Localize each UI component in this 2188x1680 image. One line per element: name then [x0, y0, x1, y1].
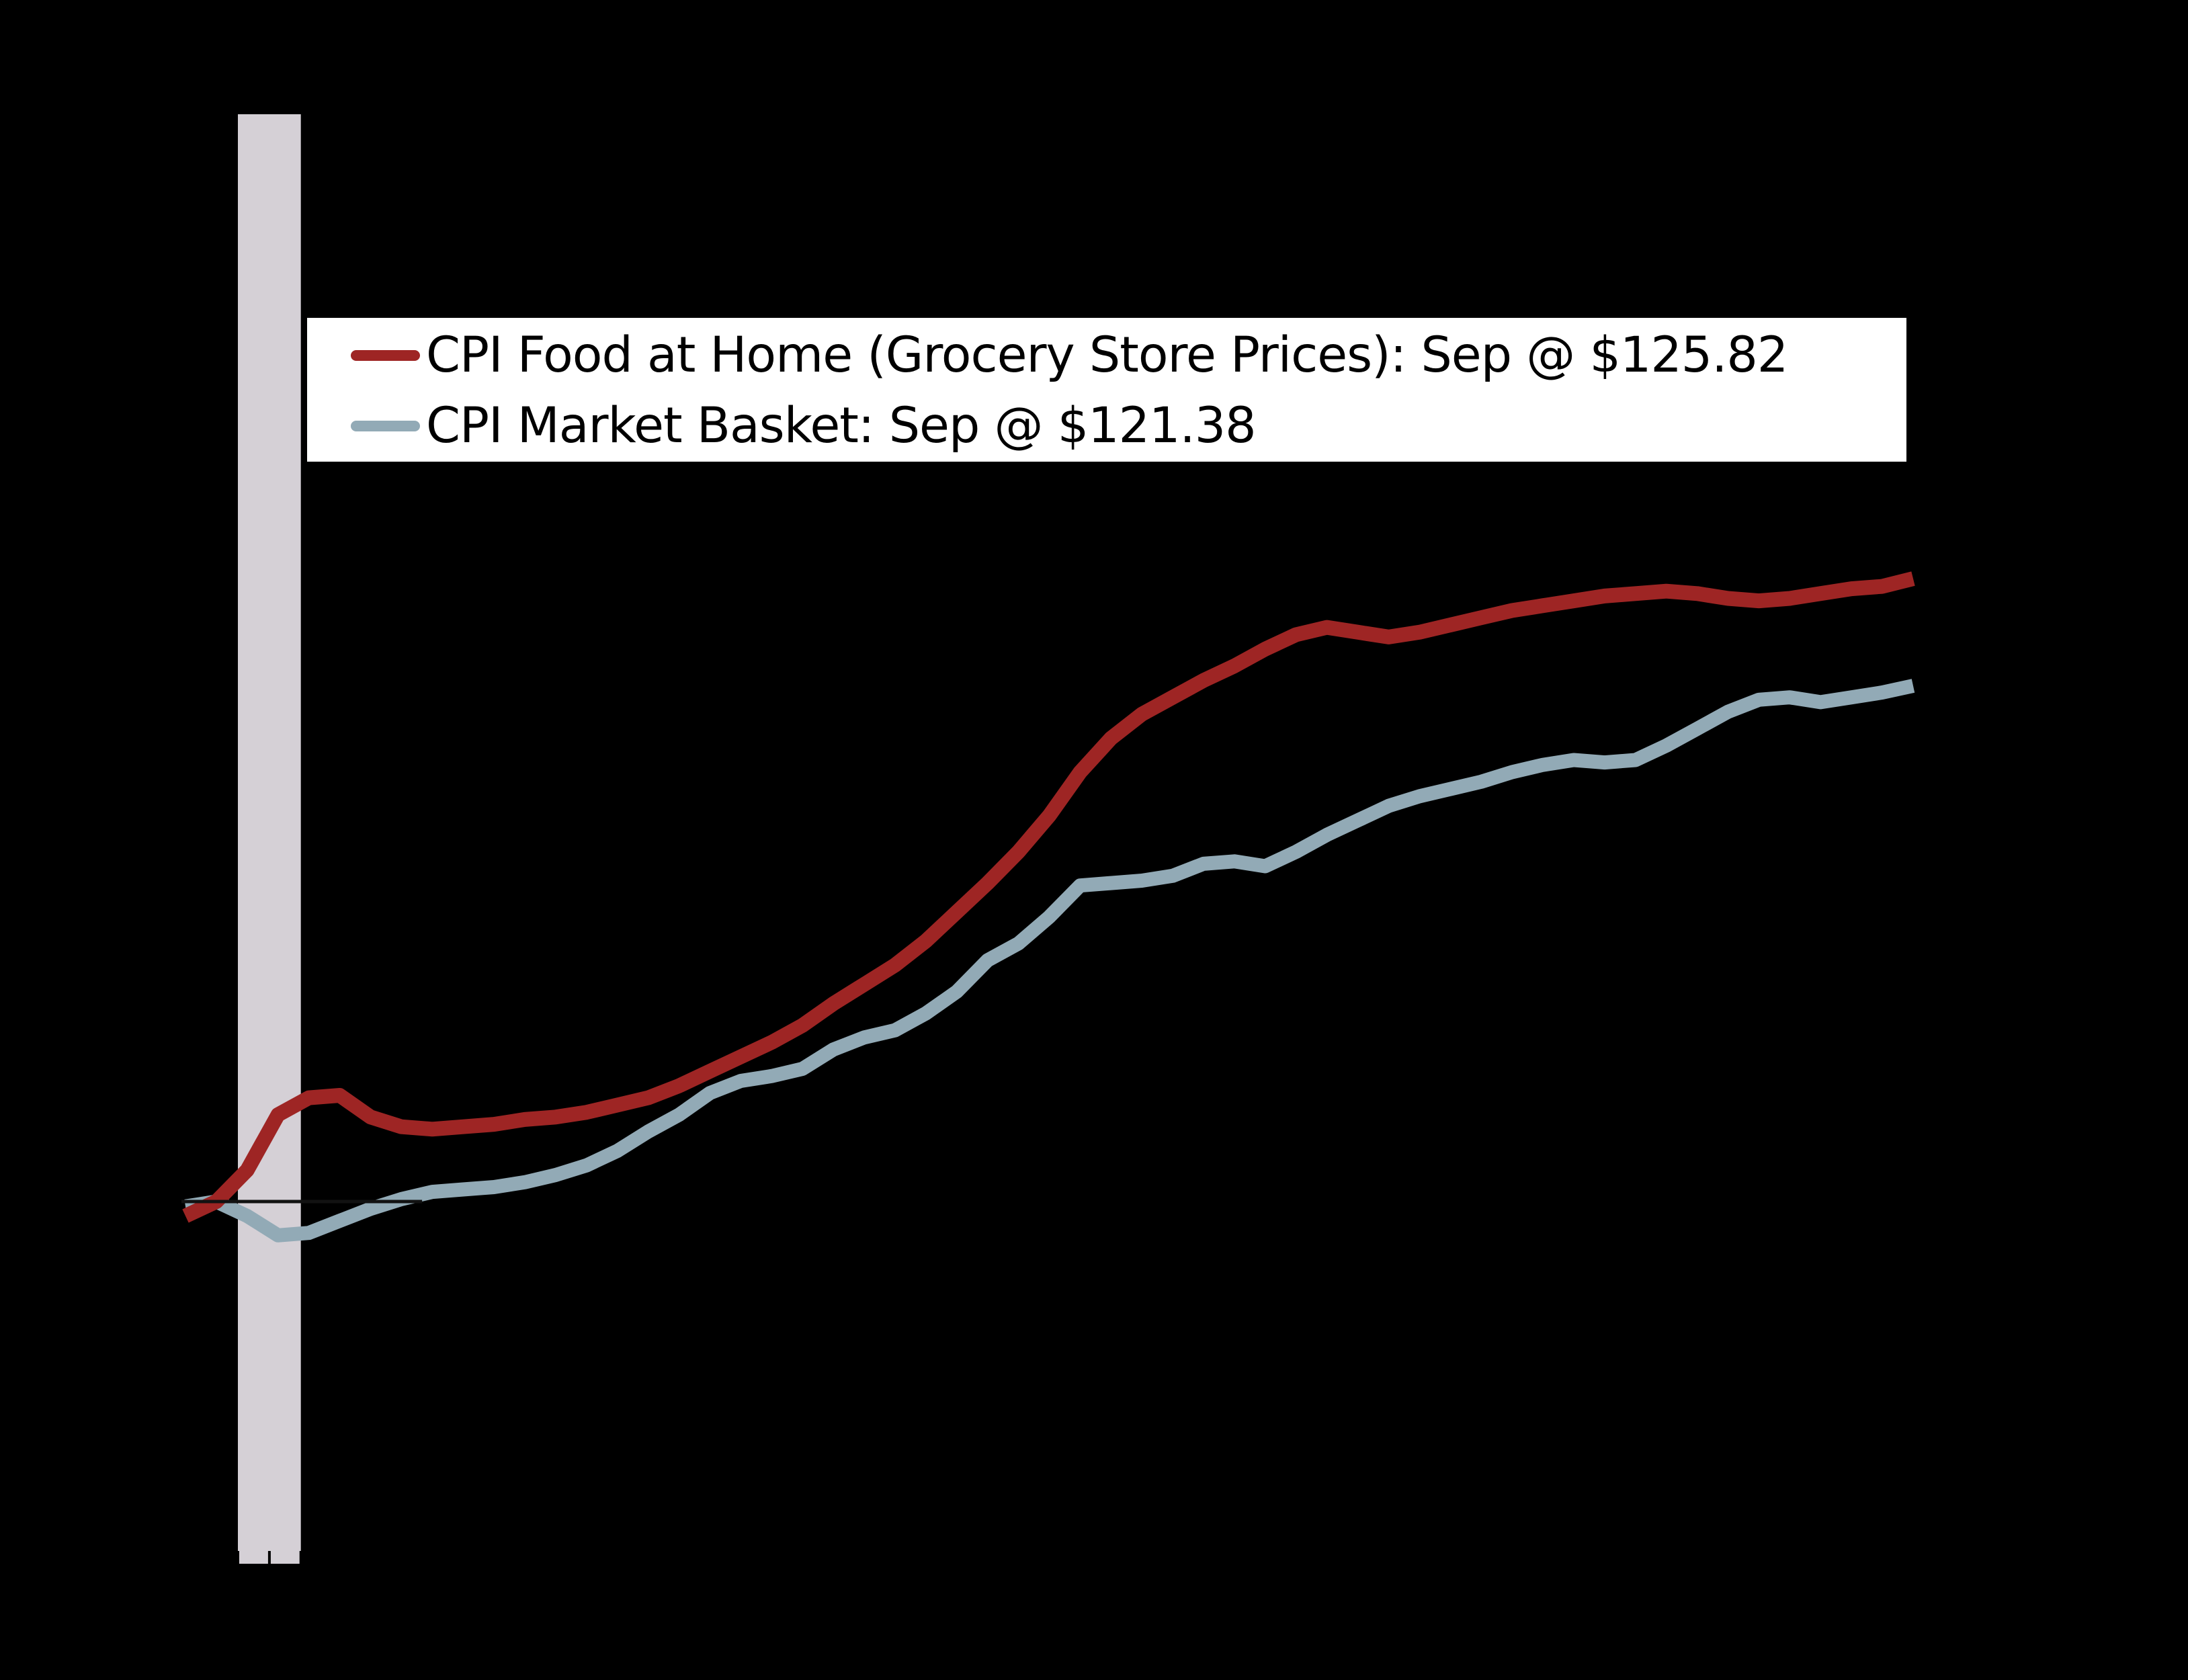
- legend-label: CPI Market Basket: Sep @ $121.38: [426, 397, 1257, 454]
- x-axis-tick: [237, 1551, 239, 1564]
- legend-label: CPI Food at Home (Grocery Store Prices):…: [426, 327, 1788, 384]
- legend-item-market-basket: CPI Market Basket: Sep @ $121.38: [351, 390, 1906, 461]
- baseline-100: [181, 1200, 423, 1204]
- cpi-market-basket-line: [184, 679, 1915, 1243]
- x-axis-tick: [267, 1551, 271, 1564]
- x-axis-ticks: [237, 1551, 302, 1564]
- market-basket-swatch-icon: [351, 420, 420, 431]
- legend-item-food-at-home: CPI Food at Home (Grocery Store Prices):…: [351, 320, 1906, 390]
- recession-band: [238, 114, 301, 1564]
- food-at-home-swatch-icon: [351, 349, 420, 361]
- legend: CPI Food at Home (Grocery Store Prices):…: [307, 318, 1906, 462]
- x-axis-tick: [299, 1551, 302, 1564]
- cpi-food-at-home-line: [182, 571, 1915, 1223]
